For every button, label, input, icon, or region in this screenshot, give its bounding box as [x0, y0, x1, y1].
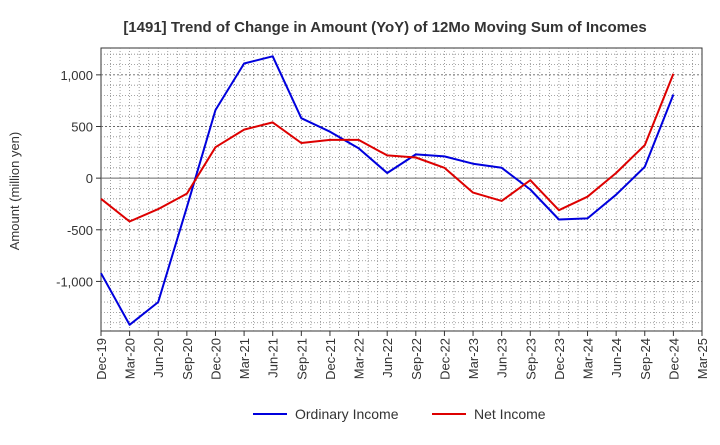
- legend-label-ordinary-income: Ordinary Income: [295, 406, 399, 422]
- y-tick-label: -500: [67, 223, 93, 238]
- x-tick-label: Mar-21: [237, 338, 252, 379]
- x-tick-label: Sep-23: [523, 338, 538, 380]
- y-axis-label: Amount (million yen): [7, 132, 22, 251]
- net-income-line: [100, 73, 675, 223]
- x-tick-label: Mar-20: [123, 338, 138, 379]
- x-tick-label: Jun-20: [151, 338, 166, 378]
- x-tick-label: Dec-20: [208, 338, 223, 380]
- x-tick-label: Jun-23: [495, 338, 510, 378]
- x-tick-label: Sep-20: [180, 338, 195, 380]
- x-tick-label: Jun-24: [609, 338, 624, 378]
- plot-frame: [100, 47, 703, 332]
- y-tick-label: 0: [86, 171, 93, 186]
- x-tick-label: Dec-23: [552, 338, 567, 380]
- x-tick-label: Jun-21: [266, 338, 281, 378]
- x-tick-label: Dec-22: [437, 338, 452, 380]
- grid-layer: [100, 47, 703, 332]
- x-tick-label: Mar-25: [695, 338, 710, 379]
- legend-label-net-income: Net Income: [474, 406, 546, 422]
- ordinary-income-line: [100, 55, 675, 326]
- x-tick-label: Jun-22: [380, 338, 395, 378]
- x-tick-label: Sep-24: [638, 338, 653, 380]
- x-tick-label: Sep-21: [294, 338, 309, 380]
- y-tick-label: 500: [71, 119, 93, 134]
- y-tick-label: 1,000: [60, 68, 93, 83]
- chart-title: [1491] Trend of Change in Amount (YoY) o…: [123, 19, 646, 36]
- x-tick-label: Dec-24: [666, 338, 681, 380]
- x-tick-label: Mar-24: [581, 338, 596, 379]
- y-tick-label: -1,000: [56, 274, 93, 289]
- x-tick-label: Dec-19: [94, 338, 109, 380]
- x-tick-label: Sep-22: [409, 338, 424, 380]
- x-tick-label: Mar-22: [352, 338, 367, 379]
- x-tick-label: Mar-23: [466, 338, 481, 379]
- legend: Ordinary Income Net Income: [253, 406, 546, 422]
- x-tick-label: Dec-21: [323, 338, 338, 380]
- axis-layer: -1,000 -500 0 500 1,000 Dec-19 Mar-20 Jun-20 Sep…: [56, 68, 710, 380]
- series-layer: [100, 55, 675, 326]
